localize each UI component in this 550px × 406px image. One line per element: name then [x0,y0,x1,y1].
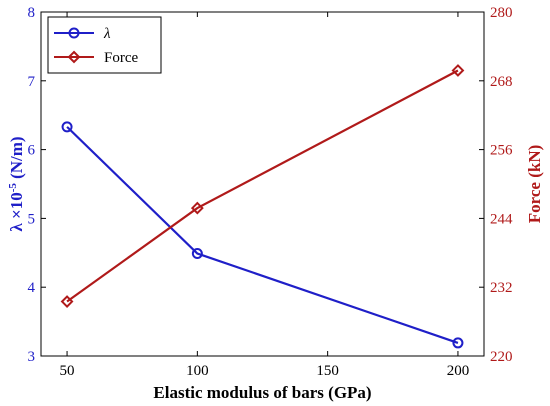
right-tick-label-244: 244 [490,211,513,227]
point-lambda-50 [61,121,73,133]
x-axis-ticks: 50 100 150 200 [60,12,470,379]
left-tick-label-4: 4 [28,280,36,296]
left-tick-label-6: 6 [28,143,36,159]
x-tick-label-100: 100 [186,363,209,379]
legend-label-lambda: λ [103,26,111,42]
x-tick-label-200: 200 [447,363,470,379]
series-layer [60,64,465,349]
series-line-lambda [66,126,459,344]
left-tick-label-5: 5 [28,211,36,227]
left-axis-title-unit: (N/m) [7,136,26,183]
left-axis-title: λ ×10-5 (N/m) [7,136,26,231]
x-axis-title: Elastic modulus of bars (GPa) [153,383,371,402]
left-axis-title-main: λ ×10 [7,192,26,231]
x-tick-label-150: 150 [316,363,339,379]
point-force-200 [451,64,465,77]
right-axis-ticks: 220 232 244 256 268 280 [479,5,513,365]
right-tick-label-268: 268 [490,74,513,90]
right-tick-label-232: 232 [490,280,513,296]
point-force-50 [60,295,74,308]
legend-marker-lambda [68,27,80,39]
x-tick-label-50: 50 [60,363,75,379]
left-tick-label-7: 7 [28,74,36,90]
right-tick-label-280: 280 [490,5,513,21]
point-lambda-100 [191,247,203,259]
legend-label-force: Force [104,50,138,66]
left-tick-label-3: 3 [28,349,36,365]
point-lambda-200 [452,337,464,349]
legend-marker-force [67,50,81,64]
point-force-100 [190,201,204,215]
series-line-force [66,69,459,303]
right-tick-label-220: 220 [490,349,513,365]
left-axis-title-exponent: -5 [7,183,19,193]
legend: λ Force [47,16,162,74]
plot-frame [40,11,485,357]
left-tick-label-8: 8 [28,5,36,21]
left-axis-ticks: 3 4 5 6 7 8 [28,5,46,365]
right-axis-title: Force (kN) [525,145,544,224]
right-tick-label-256: 256 [490,143,513,159]
legend-box [47,16,162,74]
